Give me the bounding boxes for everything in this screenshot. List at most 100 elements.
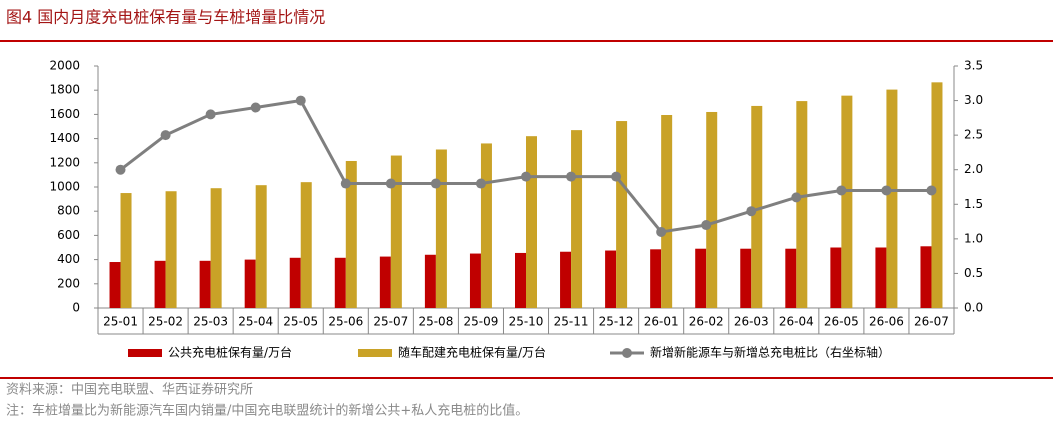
bar bbox=[300, 182, 312, 308]
bar bbox=[435, 149, 447, 308]
bar bbox=[841, 95, 853, 309]
bar bbox=[931, 82, 943, 309]
bar bbox=[289, 257, 301, 308]
x-tick-label: 25-08 bbox=[418, 315, 453, 329]
y2-tick-label: 0.0 bbox=[964, 301, 983, 315]
y2-tick-label: 2.0 bbox=[964, 162, 983, 176]
legend-label: 新增新能源车与新增总充电桩比（右坐标轴） bbox=[650, 345, 890, 360]
legend-swatch bbox=[358, 349, 392, 357]
line-marker bbox=[656, 226, 667, 237]
bar bbox=[875, 247, 887, 308]
x-tick-label: 25-03 bbox=[193, 315, 228, 329]
line-marker bbox=[746, 206, 757, 217]
bar bbox=[120, 193, 132, 308]
bar bbox=[424, 254, 436, 308]
x-tick-label: 25-10 bbox=[509, 315, 544, 329]
legend-label: 随车配建充电桩保有量/万台 bbox=[398, 345, 546, 360]
y-tick-label: 1600 bbox=[49, 107, 80, 121]
bar bbox=[751, 105, 763, 309]
chart-title: 图4 国内月度充电桩保有量与车桩增量比情况 bbox=[6, 8, 325, 27]
x-tick-label: 26-05 bbox=[824, 315, 859, 329]
y-tick-label: 600 bbox=[57, 228, 80, 242]
line-marker bbox=[521, 171, 531, 182]
x-tick-label: 25-11 bbox=[554, 315, 589, 329]
line-marker bbox=[926, 185, 937, 196]
x-tick-label: 25-04 bbox=[238, 315, 273, 329]
bar bbox=[165, 191, 177, 308]
line-marker bbox=[611, 171, 622, 182]
y-tick-label: 200 bbox=[57, 276, 80, 290]
bar bbox=[109, 262, 121, 308]
bar bbox=[210, 188, 222, 308]
bar bbox=[199, 260, 211, 308]
bar bbox=[706, 111, 718, 308]
line-marker bbox=[115, 164, 126, 175]
bar bbox=[390, 155, 402, 308]
line-marker bbox=[701, 220, 712, 231]
bar bbox=[345, 160, 357, 308]
bar bbox=[616, 121, 628, 309]
y2-tick-label: 0.5 bbox=[964, 266, 983, 280]
line-marker bbox=[160, 130, 171, 141]
y-tick-label: 1400 bbox=[49, 131, 80, 145]
y-tick-label: 1000 bbox=[49, 180, 80, 194]
legend-marker bbox=[622, 348, 632, 358]
bar bbox=[244, 259, 256, 308]
bar bbox=[740, 248, 752, 308]
bar bbox=[650, 249, 662, 308]
y2-tick-label: 2.5 bbox=[964, 128, 983, 142]
y2-tick-label: 3.5 bbox=[964, 59, 983, 73]
bar bbox=[154, 260, 166, 308]
line-marker bbox=[295, 95, 306, 106]
x-tick-label: 26-06 bbox=[869, 315, 904, 329]
bar bbox=[379, 256, 391, 308]
y-tick-label: 800 bbox=[57, 204, 80, 218]
y-tick-label: 0 bbox=[72, 301, 80, 315]
line-marker bbox=[385, 178, 396, 189]
x-tick-label: 26-03 bbox=[734, 315, 769, 329]
legend-swatch bbox=[128, 349, 162, 357]
y-tick-label: 1200 bbox=[49, 155, 80, 169]
line-marker bbox=[836, 185, 847, 196]
y2-tick-label: 1.5 bbox=[964, 197, 983, 211]
x-tick-label: 25-12 bbox=[599, 315, 634, 329]
bar bbox=[480, 143, 492, 308]
bar bbox=[796, 101, 808, 308]
line-marker bbox=[340, 178, 351, 189]
line-marker bbox=[205, 109, 216, 120]
legend-label: 公共充电桩保有量/万台 bbox=[168, 345, 292, 360]
x-tick-label: 25-07 bbox=[373, 315, 408, 329]
bar bbox=[515, 252, 526, 308]
line-marker bbox=[430, 178, 441, 189]
line-marker bbox=[791, 192, 802, 203]
y-tick-label: 400 bbox=[57, 252, 80, 266]
bar bbox=[830, 247, 842, 308]
y2-tick-label: 3.0 bbox=[964, 93, 983, 107]
source: 资料来源：中国充电联盟、华西证券研究所 bbox=[6, 382, 253, 398]
bar bbox=[920, 246, 932, 308]
x-tick-label: 26-04 bbox=[779, 315, 814, 329]
bar bbox=[560, 251, 572, 308]
bar bbox=[469, 253, 481, 308]
x-tick-label: 26-01 bbox=[644, 315, 679, 329]
x-tick-label: 26-07 bbox=[914, 315, 949, 329]
bar bbox=[605, 250, 617, 308]
line-marker bbox=[881, 185, 892, 196]
x-tick-label: 25-09 bbox=[464, 315, 499, 329]
bar bbox=[334, 257, 346, 308]
bar bbox=[695, 248, 707, 308]
x-tick-label: 26-02 bbox=[689, 315, 724, 329]
x-tick-label: 25-02 bbox=[148, 315, 183, 329]
line-marker bbox=[475, 178, 486, 189]
y-tick-label: 2000 bbox=[49, 59, 80, 73]
bar bbox=[255, 185, 267, 308]
x-tick-label: 25-01 bbox=[103, 315, 138, 329]
bar bbox=[526, 136, 537, 308]
bar bbox=[661, 115, 673, 308]
y2-tick-label: 1.0 bbox=[964, 231, 983, 245]
line-marker bbox=[250, 102, 261, 113]
note: 注：车桩增量比为新能源汽车国内销量/中国充电联盟统计的新增公共+私人充电桩的比值… bbox=[6, 403, 528, 419]
bar bbox=[886, 89, 898, 308]
x-tick-label: 25-06 bbox=[328, 315, 363, 329]
bar bbox=[571, 130, 583, 308]
